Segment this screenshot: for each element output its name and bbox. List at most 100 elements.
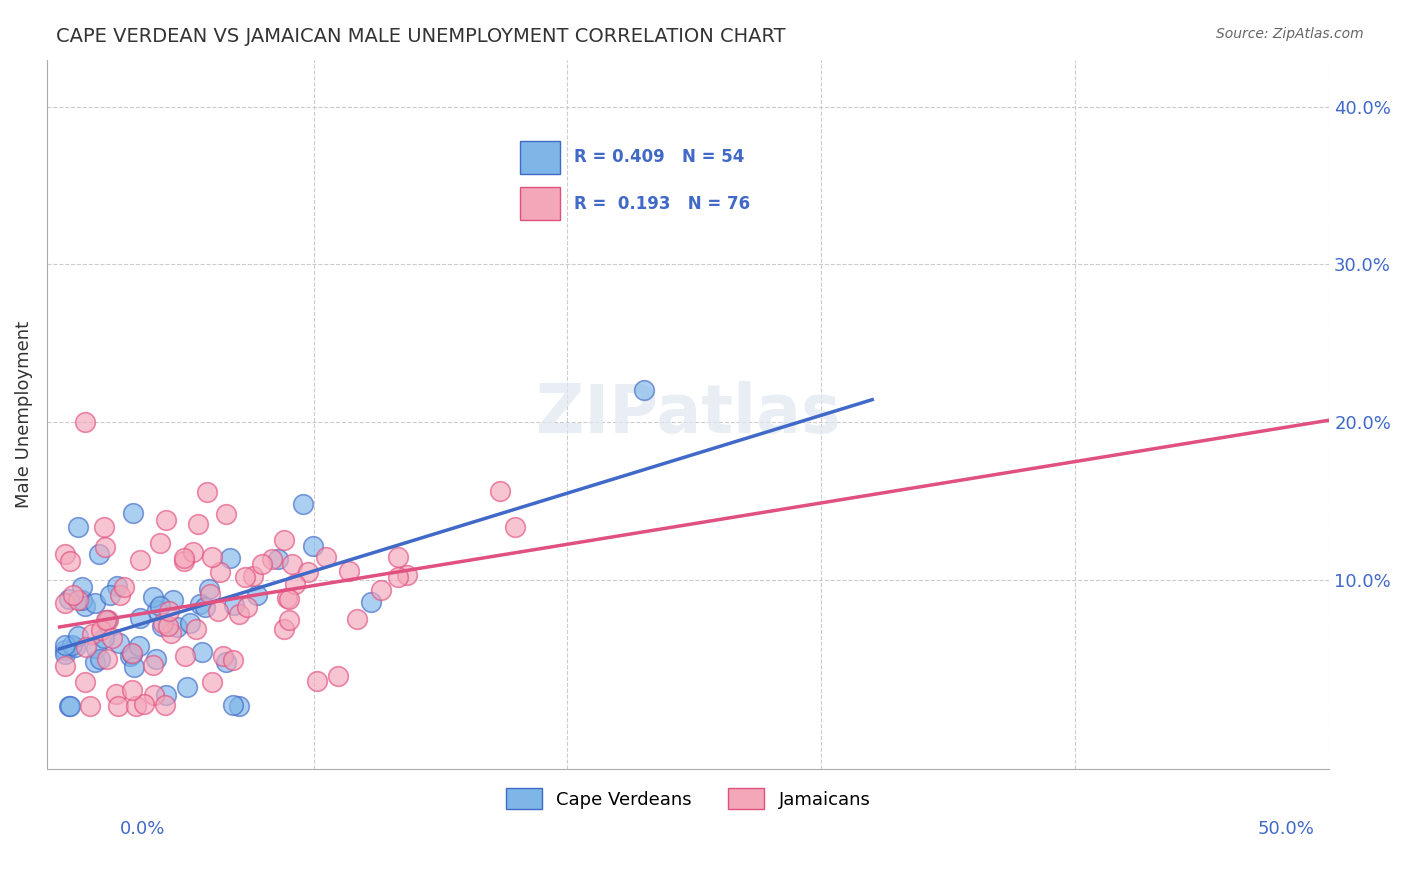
Point (174, 648, 197, 663)
Point (73, 415, 96, 429)
Point (370, 583, 392, 598)
Point (208, 565, 231, 579)
Point (224, 598, 246, 612)
Point (250, 557, 273, 571)
Point (53, 643, 76, 657)
Point (260, 552, 283, 566)
Point (278, 613, 301, 627)
Point (59, 554, 82, 568)
Point (187, 516, 209, 531)
Point (157, 604, 180, 618)
Point (105, 579, 128, 593)
Point (242, 569, 264, 583)
FancyBboxPatch shape (520, 141, 560, 174)
Point (66, 629, 89, 643)
Point (222, 698, 245, 712)
Point (101, 631, 124, 645)
Text: R =  0.193   N = 76: R = 0.193 N = 76 (574, 194, 749, 212)
Text: 50.0%: 50.0% (1258, 820, 1315, 838)
Point (505, 520, 527, 534)
Point (328, 669, 350, 683)
Point (315, 549, 337, 564)
Point (155, 688, 177, 702)
Point (198, 587, 221, 601)
Point (75, 674, 97, 689)
Point (215, 507, 238, 521)
Point (166, 620, 188, 634)
Point (186, 623, 208, 637)
Point (128, 553, 150, 567)
Point (121, 507, 143, 521)
Point (157, 619, 180, 633)
Point (93, 520, 115, 534)
Point (96, 652, 118, 666)
Point (75, 640, 97, 655)
Point (105, 687, 128, 701)
Point (150, 618, 173, 632)
Point (121, 682, 143, 697)
Point (67, 593, 90, 607)
Point (173, 550, 195, 565)
Point (70, 592, 93, 607)
Point (108, 636, 131, 650)
Point (87, 547, 110, 561)
Point (181, 545, 204, 559)
Point (67, 520, 90, 534)
Point (148, 536, 170, 550)
Point (98, 588, 121, 602)
Point (121, 647, 143, 661)
Point (107, 698, 129, 713)
Point (162, 593, 184, 607)
Text: 0.0%: 0.0% (120, 820, 165, 838)
Point (173, 553, 195, 567)
Point (297, 565, 319, 579)
Point (160, 625, 183, 640)
Point (195, 485, 218, 500)
Point (146, 603, 169, 617)
Point (121, 646, 143, 660)
Point (79, 698, 101, 713)
Point (129, 611, 152, 625)
Point (58, 698, 80, 713)
Point (176, 680, 198, 694)
Point (489, 483, 512, 498)
Point (246, 588, 269, 602)
Point (132, 697, 155, 711)
Point (291, 497, 314, 511)
Point (387, 570, 409, 584)
Point (128, 639, 150, 653)
Point (63, 640, 86, 654)
Point (97, 613, 120, 627)
Text: CAPE VERDEAN VS JAMAICAN MALE UNEMPLOYMENT CORRELATION CHART: CAPE VERDEAN VS JAMAICAN MALE UNEMPLOYME… (56, 27, 786, 45)
Point (110, 587, 132, 601)
Point (145, 651, 167, 665)
Point (273, 623, 295, 637)
Point (207, 604, 229, 618)
Text: R = 0.409   N = 54: R = 0.409 N = 54 (574, 148, 744, 166)
Point (153, 698, 176, 712)
Point (152, 616, 174, 631)
Point (228, 607, 250, 622)
Point (179, 615, 201, 630)
Text: Source: ZipAtlas.com: Source: ZipAtlas.com (1216, 27, 1364, 41)
Point (58, 591, 80, 606)
Point (96, 613, 118, 627)
Legend: Cape Verdeans, Jamaicans: Cape Verdeans, Jamaicans (499, 781, 877, 816)
Point (273, 533, 295, 547)
Point (337, 564, 360, 578)
Point (84, 597, 107, 611)
Point (53, 658, 76, 673)
Point (60, 638, 83, 652)
Point (124, 660, 146, 674)
Point (633, 384, 655, 398)
Point (233, 570, 256, 584)
Point (62, 588, 84, 602)
Point (125, 698, 148, 713)
Point (346, 612, 368, 626)
Point (283, 576, 305, 591)
Point (142, 658, 165, 673)
Point (194, 599, 217, 614)
Point (198, 582, 221, 596)
Point (307, 673, 329, 688)
Point (148, 599, 170, 614)
